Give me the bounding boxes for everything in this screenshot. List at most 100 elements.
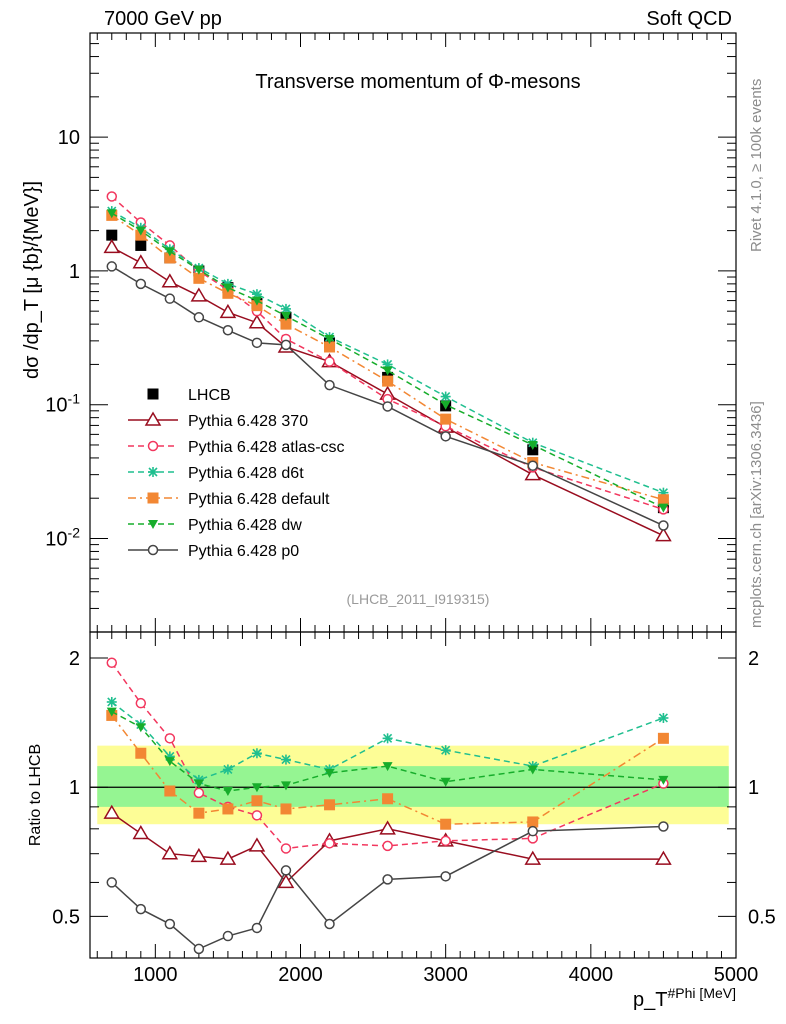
legend-label-p0: Pythia 6.428 p0	[188, 543, 299, 560]
ratio-point-dw	[527, 765, 538, 775]
legend-item-default: Pythia 6.428 default	[128, 491, 330, 508]
x-tick-label: 3000	[423, 964, 468, 986]
ratio-point-p370	[524, 850, 542, 865]
main-series-default	[106, 209, 669, 506]
ratio-line-p370	[111, 812, 664, 884]
y-tick-label: 10	[58, 127, 80, 149]
ratio-point-dw	[135, 723, 146, 733]
ratio-point-d6t	[222, 764, 233, 775]
main-point-p0	[106, 261, 118, 272]
main-point-p370	[132, 254, 150, 269]
ratio-y-tick-label: 2	[69, 648, 80, 670]
star-arm	[281, 755, 291, 765]
ratio-plot-frame	[89, 631, 737, 959]
ratio-point-default	[193, 807, 205, 819]
legend-label-dw: Pythia 6.428 dw	[188, 517, 302, 534]
legend-marker-p370	[144, 411, 162, 426]
star-arm	[252, 748, 262, 758]
main-series-p0	[106, 261, 669, 531]
star-arm	[383, 733, 393, 743]
main-series-dw	[106, 209, 669, 513]
main-point-p370	[103, 238, 121, 254]
ratio-point-p0	[440, 871, 451, 882]
chart-title: Transverse momentum of Φ-mesons	[255, 71, 580, 93]
main-point-default	[280, 318, 292, 330]
main-point-default	[251, 300, 263, 312]
ratio-point-atlas	[135, 697, 147, 709]
main-point-dw	[135, 226, 146, 236]
main-point-default	[324, 341, 336, 353]
ratio-point-dw	[440, 777, 451, 787]
ratio-point-p0	[251, 922, 263, 934]
main-point-dw	[251, 296, 262, 306]
legend-marker-p0	[147, 544, 159, 556]
main-point-dw	[193, 265, 204, 275]
y-tick-label: 10-1	[45, 391, 80, 417]
ratio-point-d6t	[251, 748, 262, 759]
main-point-dw	[527, 440, 538, 450]
ratio-point-dw	[382, 762, 393, 772]
main-point-d6t	[440, 391, 451, 402]
legend-label-lhcb: LHCB	[188, 387, 231, 404]
ratio-point-d6t	[280, 754, 291, 765]
main-point-dw	[324, 334, 335, 344]
ratio-point-dw	[324, 768, 335, 778]
ratio-line-p0	[111, 825, 664, 950]
star-arm	[441, 392, 451, 402]
main-point-p370	[655, 527, 672, 542]
main-point-dw	[222, 283, 233, 293]
ratio-point-atlas	[164, 733, 176, 744]
main-point-atlas	[324, 356, 335, 367]
main-point-p0	[280, 339, 292, 351]
main-point-p0	[440, 431, 451, 442]
main-point-p0	[135, 278, 147, 290]
ratio-point-p370	[190, 847, 208, 863]
ratio-point-p370	[379, 820, 396, 835]
main-point-dw	[658, 503, 669, 513]
ratio-y-axis-label: Ratio to LHCB	[27, 744, 44, 846]
ratio-y-tick-label-right: 1	[748, 777, 759, 799]
ratio-point-p0	[106, 877, 118, 888]
ratio-point-dw	[280, 781, 291, 791]
y-tick-label: 1	[69, 261, 80, 283]
ratio-point-dw	[251, 783, 262, 793]
ratio-point-default	[440, 818, 452, 830]
ratio-point-p0	[527, 825, 539, 837]
legend-marker-lhcb	[147, 388, 159, 400]
ratio-y-tick-label: 0.5	[52, 906, 80, 928]
ratio-series-p0	[106, 821, 669, 955]
x-tick-label: 4000	[569, 964, 614, 986]
ratio-point-default	[251, 795, 263, 807]
ratio-point-d6t	[106, 696, 117, 707]
main-point-dw	[280, 312, 291, 322]
y-tick-label: 10-2	[45, 524, 80, 550]
main-point-default	[657, 494, 669, 506]
legend: LHCB Pythia 6.428 370 Pythia 6.428 atlas-c…	[128, 387, 345, 560]
star-arm	[148, 467, 158, 477]
ratio-point-p0	[193, 943, 205, 955]
ratio-point-p370	[219, 850, 237, 865]
main-line-dw	[111, 212, 664, 509]
main-point-default	[193, 272, 205, 284]
main-point-p370	[190, 287, 208, 302]
main-point-p370	[248, 314, 266, 329]
legend-item-atlas: Pythia 6.428 atlas-csc	[128, 439, 345, 456]
ratio-point-p0	[658, 821, 669, 832]
ratio-line-atlas	[111, 662, 664, 850]
main-point-p370	[161, 273, 179, 288]
ratio-point-default	[657, 732, 669, 744]
ratio-point-p370	[103, 804, 121, 819]
main-point-p0	[324, 379, 335, 391]
main-line-d6t	[111, 210, 664, 494]
main-point-dw	[440, 400, 451, 410]
legend-marker-dw	[148, 520, 158, 529]
legend-item-d6t: Pythia 6.428 d6t	[128, 465, 304, 482]
main-point-p0	[658, 520, 669, 531]
main-point-default	[164, 252, 176, 264]
main-point-p370	[219, 303, 237, 319]
ratio-line-dw	[111, 711, 664, 792]
main-point-default	[382, 375, 394, 387]
y-axis-label: dσ /dp_T [μ {b}/{MeV}]	[21, 181, 43, 379]
x-axis-label: p_T#Phi [MeV]	[633, 985, 736, 1011]
legend-marker-default	[147, 492, 159, 504]
